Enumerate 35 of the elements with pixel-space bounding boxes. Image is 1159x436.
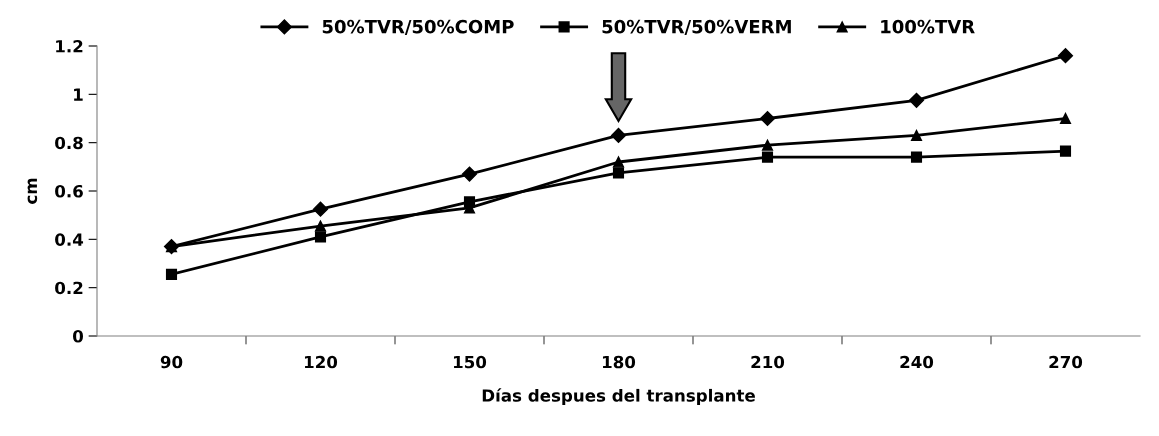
point	[761, 139, 774, 151]
x-tick-label: 150	[453, 355, 487, 369]
y-tick-label: 0	[73, 329, 84, 343]
point	[759, 110, 776, 127]
y-tick-label: 1	[74, 88, 83, 101]
legend-label: 50%TVR/50%COMP	[322, 19, 514, 35]
point	[610, 127, 627, 143]
y-tick-label: 0.8	[55, 136, 83, 150]
point	[314, 231, 327, 243]
y-tick-label: 0.2	[55, 281, 83, 295]
y-tick-label: 0.4	[55, 233, 84, 246]
point	[908, 92, 925, 108]
legend-label: 100%TVR	[881, 19, 975, 34]
point	[761, 151, 774, 163]
x-axis-title: Días despues del transplante	[482, 388, 755, 406]
x-tick-label: 90	[160, 355, 183, 369]
y-axis-title: cm	[27, 178, 38, 204]
point	[312, 201, 329, 217]
x-tick-label: 270	[1049, 355, 1083, 369]
point	[910, 129, 923, 141]
point	[165, 268, 178, 280]
y-tick-label: 0.6	[55, 184, 83, 198]
point	[1057, 48, 1074, 64]
point	[463, 196, 476, 208]
x-tick-label: 180	[602, 355, 636, 369]
point	[1059, 145, 1072, 157]
x-tick-label: 210	[751, 355, 785, 369]
y-tick-label: 1.2	[56, 39, 83, 53]
x-tick-label: 240	[900, 355, 934, 369]
x-tick-label: 120	[304, 355, 338, 369]
point	[461, 166, 478, 182]
point	[612, 167, 625, 179]
point	[910, 151, 923, 163]
point	[1059, 112, 1072, 125]
legend-label: 50%TVR/50%VERM	[602, 19, 791, 35]
